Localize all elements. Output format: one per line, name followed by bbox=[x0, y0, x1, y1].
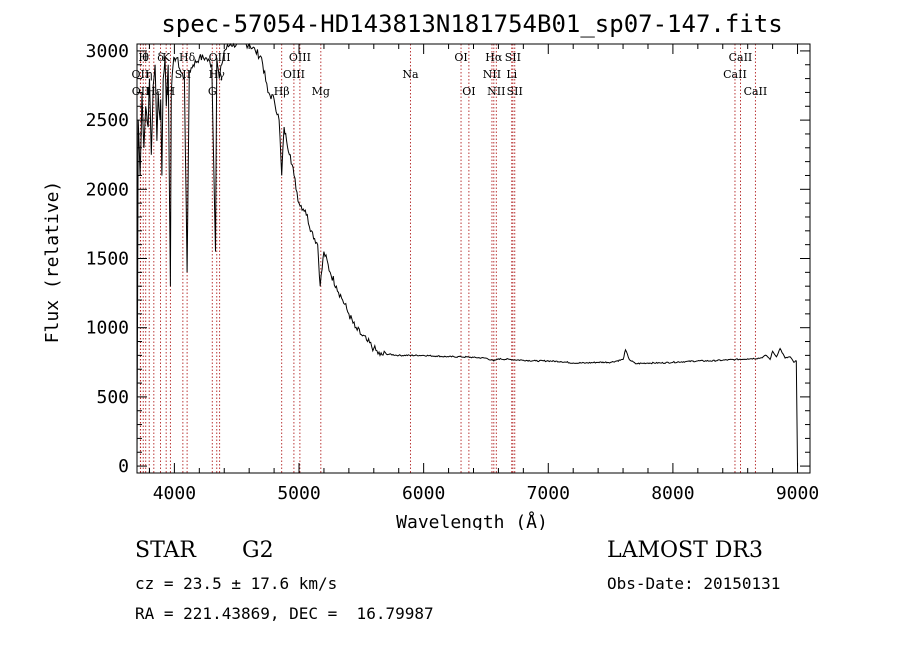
x-axis-ticks: 4000 5000 6000 7000 8000 9000 bbox=[148, 44, 819, 504]
object-subclass: G2 bbox=[242, 538, 274, 563]
line-label-6: δ bbox=[157, 51, 164, 64]
y-tick-label: 1000 bbox=[86, 318, 129, 339]
flux-series-line bbox=[136, 42, 798, 467]
observation-date: Obs-Date: 20150131 bbox=[607, 574, 781, 593]
line-label-4: η bbox=[146, 68, 153, 81]
x-tick-label: 4000 bbox=[153, 483, 196, 504]
line-label-24: Li bbox=[506, 68, 517, 81]
line-label-16: OIII bbox=[289, 51, 311, 64]
y-tick-label: 0 bbox=[118, 456, 129, 477]
line-label-8: H bbox=[166, 85, 176, 98]
line-label-28: CaII bbox=[729, 51, 753, 64]
line-label-26: SII bbox=[507, 85, 523, 98]
line-label-22: Hα bbox=[485, 51, 503, 64]
x-axis-label: Wavelength (Å) bbox=[396, 511, 548, 530]
y-axis-label: Flux (relative) bbox=[42, 181, 63, 344]
line-label-27: CaII bbox=[723, 68, 747, 81]
line-label-21: NII bbox=[483, 68, 501, 81]
line-label-3: θ bbox=[142, 51, 149, 64]
line-label-2: H bbox=[138, 51, 148, 64]
line-label-7: K bbox=[162, 51, 171, 64]
y-tick-label: 2000 bbox=[86, 179, 129, 200]
object-class: STAR bbox=[135, 538, 196, 563]
chart-title: spec-57054-HD143813N181754B01_sp07-147.f… bbox=[161, 10, 782, 38]
line-label-23: NII bbox=[487, 85, 505, 98]
y-tick-label: 500 bbox=[96, 387, 129, 408]
line-label-17: Mg bbox=[312, 85, 330, 98]
line-label-13: OIII bbox=[209, 51, 231, 64]
survey-name: LAMOST DR3 bbox=[607, 538, 763, 563]
x-tick-label: 7000 bbox=[527, 483, 570, 504]
line-label-10: Hδ bbox=[179, 51, 196, 64]
y-tick-label: 2500 bbox=[86, 110, 129, 131]
line-label-19: OI bbox=[454, 51, 467, 64]
line-label-15: OIII bbox=[283, 68, 305, 81]
plot-frame bbox=[136, 43, 811, 474]
emission-line-markers bbox=[139, 44, 756, 473]
line-label-25: SII bbox=[505, 51, 521, 64]
sky-coordinates: RA = 221.43869, DEC = 16.79987 bbox=[135, 604, 434, 623]
x-tick-label: 5000 bbox=[277, 483, 320, 504]
redshift-velocity: cz = 23.5 ± 17.6 km/s bbox=[135, 574, 338, 593]
y-axis-ticks: 0 500 1000 1500 2000 2500 3000 bbox=[86, 41, 810, 477]
line-label-29: CaII bbox=[744, 85, 768, 98]
spectrum-chart: spec-57054-HD143813N181754B01_sp07-147.f… bbox=[42, 10, 819, 530]
line-label-0: OII bbox=[132, 68, 150, 81]
x-tick-label: 9000 bbox=[776, 483, 819, 504]
line-label-18: Na bbox=[402, 68, 419, 81]
x-tick-label: 6000 bbox=[402, 483, 445, 504]
line-label-20: OI bbox=[462, 85, 475, 98]
x-tick-label: 8000 bbox=[651, 483, 694, 504]
line-label-14: Hβ bbox=[274, 85, 290, 98]
y-tick-label: 1500 bbox=[86, 249, 129, 270]
emission-line-labels: OIIOIIHθηHεδKHSIIHδGHγOIIIHβOIIIOIIIMgNa… bbox=[132, 51, 768, 98]
line-label-1: OII bbox=[132, 85, 150, 98]
y-tick-label: 3000 bbox=[86, 41, 129, 62]
